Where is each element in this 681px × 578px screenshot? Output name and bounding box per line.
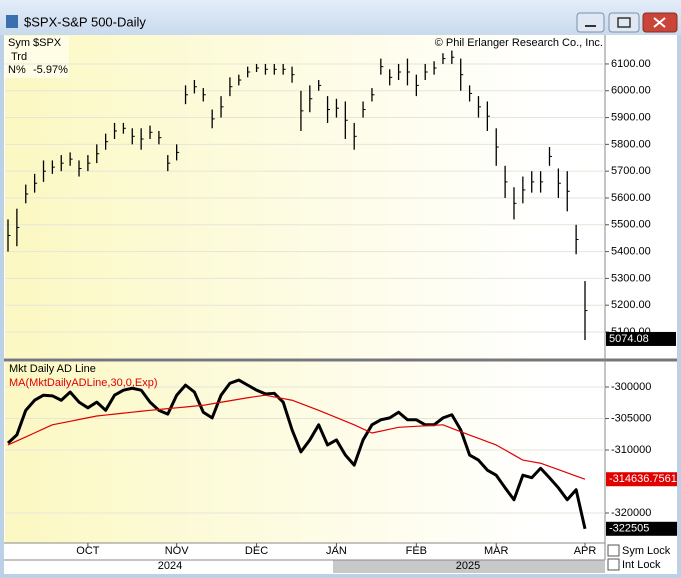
close-icon bbox=[653, 17, 666, 28]
x-tick-label: JAN bbox=[326, 545, 347, 557]
last-value-box bbox=[606, 331, 676, 346]
legend-entry: Mkt Daily AD Line bbox=[9, 363, 96, 375]
last-value-label: 5074.08 bbox=[609, 333, 649, 345]
sym-lock-label: Sym Lock bbox=[622, 545, 671, 557]
y-tick-label: 5300.00 bbox=[611, 272, 651, 284]
app-icon bbox=[6, 15, 18, 28]
copyright: © Phil Erlanger Research Co., Inc. bbox=[435, 37, 603, 49]
x-tick-label: NOV bbox=[165, 545, 190, 557]
maximize-icon bbox=[617, 17, 631, 28]
y-tick-label: -300000 bbox=[611, 381, 651, 393]
y-tick-label: 5700.00 bbox=[611, 165, 651, 177]
last-value-label: -322505 bbox=[609, 523, 649, 535]
y-tick-label: 5800.00 bbox=[611, 138, 651, 150]
maximize-button[interactable] bbox=[608, 12, 640, 33]
last-value-label: -314636.7561 bbox=[609, 473, 677, 485]
y-tick-label: 5900.00 bbox=[611, 111, 651, 123]
info-box bbox=[5, 36, 69, 78]
last-value-box bbox=[606, 472, 677, 487]
y-tick-label: -320000 bbox=[611, 507, 651, 519]
n-label: N% bbox=[8, 64, 26, 76]
int-lock-checkbox[interactable] bbox=[607, 558, 620, 571]
n-value: -5.97% bbox=[33, 64, 68, 76]
ad-plot bbox=[5, 362, 605, 543]
sym-lock-checkbox[interactable] bbox=[607, 544, 620, 557]
y-tick-label: -305000 bbox=[611, 412, 651, 424]
x-tick-label: DEC bbox=[245, 545, 268, 557]
x-tick-label: APR bbox=[574, 545, 597, 557]
legend-entry: MA(MktDailyADLine,30,0,Exp) bbox=[9, 377, 158, 389]
minimize-button[interactable] bbox=[576, 12, 605, 33]
title-bar bbox=[0, 0, 681, 35]
y-tick-label: 5400.00 bbox=[611, 245, 651, 257]
last-value-box bbox=[606, 521, 677, 536]
series-line bbox=[6, 378, 587, 530]
price-plot bbox=[5, 35, 605, 358]
year-label: 2025 bbox=[456, 560, 480, 572]
trd-label: Trd bbox=[11, 51, 27, 63]
x-tick-label: FEB bbox=[406, 545, 427, 557]
series-line bbox=[7, 394, 586, 480]
year-strip-2025 bbox=[333, 560, 605, 573]
y-tick-label: -310000 bbox=[611, 444, 651, 456]
x-tick-label: OCT bbox=[76, 545, 100, 557]
sym-value: $SPX bbox=[33, 37, 62, 49]
y-tick-label: 6100.00 bbox=[611, 58, 651, 70]
year-label: 2024 bbox=[158, 560, 182, 572]
int-lock-label: Int Lock bbox=[622, 559, 661, 571]
y-tick-label: 6000.00 bbox=[611, 85, 651, 97]
y-tick-label: 5500.00 bbox=[611, 219, 651, 231]
y-tick-label: 5200.00 bbox=[611, 299, 651, 311]
x-tick-label: MAR bbox=[484, 545, 509, 557]
y-tick-label: 5600.00 bbox=[611, 192, 651, 204]
window-title: $SPX-S&P 500-Daily bbox=[24, 14, 146, 29]
sym-label: Sym bbox=[8, 37, 30, 49]
